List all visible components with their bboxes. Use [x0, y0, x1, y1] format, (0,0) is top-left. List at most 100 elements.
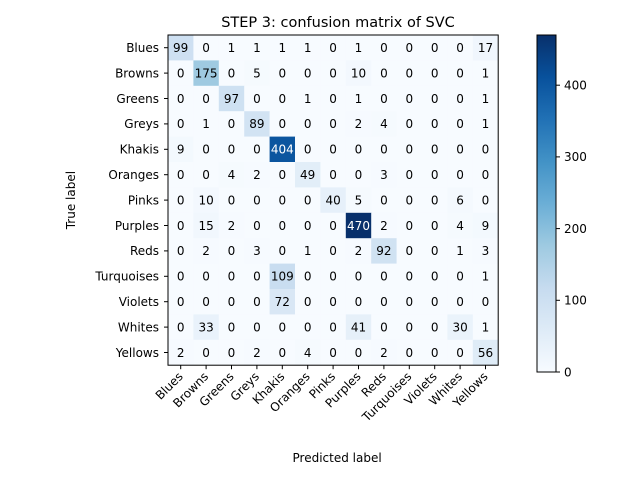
heatmap-cell [295, 212, 321, 239]
heatmap-cell [396, 289, 423, 315]
cell-value-label: 0 [202, 346, 210, 360]
cell-value-label: 40 [325, 193, 340, 207]
cell-value-label: 1 [355, 41, 363, 55]
heatmap-cell [193, 85, 220, 112]
colorbar [536, 34, 557, 373]
cell-value-label: 56 [478, 346, 493, 360]
heatmap-cell [218, 314, 245, 341]
heatmap-cell [193, 314, 220, 341]
cell-value-label: 0 [278, 117, 286, 131]
cell-value-label: 0 [228, 143, 236, 157]
cell-value-label: 0 [456, 143, 464, 157]
cell-value-label: 0 [304, 117, 312, 131]
cell-value-label: 0 [355, 270, 363, 284]
cell-value-label: 0 [253, 270, 261, 284]
heatmap-cell [472, 314, 499, 341]
heatmap-cell [345, 212, 372, 239]
heatmap-cell [193, 238, 220, 264]
heatmap-cell [345, 60, 372, 87]
cell-value-label: 4 [380, 117, 388, 131]
heatmap-cell [218, 187, 245, 214]
cell-value-label: 1 [253, 41, 261, 55]
heatmap-cell [244, 238, 270, 264]
heatmap-cell [168, 162, 194, 188]
y-tick-label: Violets [119, 295, 159, 309]
cell-value-label: 0 [329, 117, 337, 131]
heatmap-cell [244, 85, 270, 112]
heatmap-cell [269, 187, 296, 214]
cell-value-label: 404 [271, 143, 294, 157]
cell-value-label: 2 [228, 219, 236, 233]
cell-value-label: 0 [329, 219, 337, 233]
cell-value-label: 0 [329, 244, 337, 258]
y-tick-label: Reds [130, 244, 159, 258]
cell-value-label: 175 [195, 66, 218, 80]
cell-value-label: 0 [177, 320, 185, 334]
heatmap-cell [269, 289, 296, 315]
y-tick-label: Yellows [115, 346, 159, 360]
cell-value-label: 1 [278, 41, 286, 55]
heatmap-cell [320, 212, 347, 239]
cell-value-label: 0 [405, 117, 413, 131]
cell-value-label: 0 [278, 244, 286, 258]
cell-value-label: 0 [253, 143, 261, 157]
cell-value-label: 470 [347, 219, 370, 233]
heatmap-cell [295, 136, 321, 163]
cell-value-label: 109 [271, 270, 294, 284]
cell-value-label: 0 [202, 295, 210, 309]
heatmap-cell [345, 85, 372, 112]
cell-value-label: 0 [253, 219, 261, 233]
heatmap-cell [193, 187, 220, 214]
heatmap-cell [168, 263, 194, 290]
heatmap-cell [295, 289, 321, 315]
cell-value-label: 0 [304, 320, 312, 334]
cell-value-label: 92 [376, 244, 391, 258]
cell-value-label: 2 [177, 346, 185, 360]
heatmap-cell [295, 35, 321, 61]
heatmap-cell [472, 60, 499, 87]
heatmap-cell [345, 238, 372, 264]
heatmap-cell [472, 263, 499, 290]
y-tick-label: Browns [115, 66, 159, 80]
cell-value-label: 0 [456, 168, 464, 182]
heatmap-cell [371, 314, 397, 341]
cell-value-label: 0 [405, 295, 413, 309]
cell-value-label: 0 [482, 295, 490, 309]
cell-value-label: 0 [431, 41, 439, 55]
heatmap-cell [371, 339, 397, 366]
heatmap-cell [295, 85, 321, 112]
cell-value-label: 0 [456, 92, 464, 106]
y-tick-label: Purples [115, 219, 159, 233]
cell-value-label: 0 [405, 219, 413, 233]
cell-value-label: 2 [380, 219, 388, 233]
cell-value-label: 0 [431, 92, 439, 106]
heatmap-cell [396, 111, 423, 137]
heatmap-cell [193, 136, 220, 163]
cell-value-label: 0 [278, 320, 286, 334]
heatmap-cell [371, 238, 397, 264]
heatmap-cell [295, 60, 321, 87]
cell-value-label: 0 [405, 320, 413, 334]
heatmap-cell [295, 339, 321, 366]
heatmap-cell [168, 212, 194, 239]
heatmap-cell [371, 187, 397, 214]
cell-value-label: 0 [228, 244, 236, 258]
cell-value-label: 0 [202, 41, 210, 55]
heatmap-cell [193, 339, 220, 366]
heatmap-cell [447, 212, 474, 239]
heatmap-cell [472, 136, 499, 163]
heatmap-cell [244, 136, 270, 163]
heatmap-cell [320, 238, 347, 264]
cell-value-label: 0 [228, 193, 236, 207]
cell-value-label: 0 [304, 270, 312, 284]
cell-value-label: 0 [177, 168, 185, 182]
cell-value-label: 0 [431, 270, 439, 284]
heatmap-cell [168, 289, 194, 315]
heatmap-cell [345, 339, 372, 366]
heatmap-cell [218, 289, 245, 315]
cell-value-label: 0 [278, 92, 286, 106]
heatmap-cell [345, 162, 372, 188]
cell-value-label: 9 [177, 143, 185, 157]
heatmap-cell [345, 35, 372, 61]
